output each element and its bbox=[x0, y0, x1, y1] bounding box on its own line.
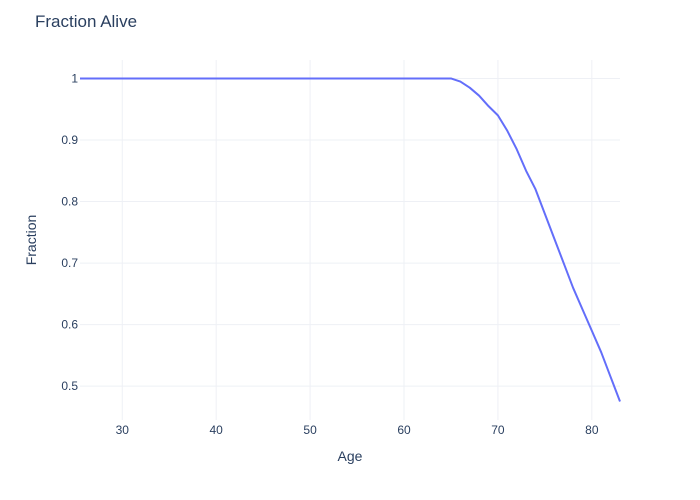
x-tick-labels: 30 40 50 60 70 80 bbox=[116, 423, 599, 437]
series-line bbox=[80, 77, 621, 402]
y-tick-label: 0.5 bbox=[61, 379, 78, 393]
gridlines bbox=[80, 60, 620, 420]
x-tick-label: 50 bbox=[303, 423, 317, 437]
y-tick-labels: 0.5 0.6 0.7 0.8 0.9 1 bbox=[61, 71, 78, 393]
y-tick-label: 0.6 bbox=[61, 318, 78, 332]
x-tick-label: 80 bbox=[585, 423, 599, 437]
x-tick-label: 70 bbox=[491, 423, 505, 437]
y-tick-label: 0.8 bbox=[61, 195, 78, 209]
chart-title: Fraction Alive bbox=[35, 12, 138, 31]
x-tick-label: 40 bbox=[209, 423, 223, 437]
x-tick-label: 60 bbox=[397, 423, 411, 437]
y-tick-label: 0.9 bbox=[61, 133, 78, 147]
x-axis-title: Age bbox=[338, 448, 363, 464]
y-axis-title: Fraction bbox=[23, 215, 39, 266]
y-tick-label: 1 bbox=[71, 71, 78, 85]
x-tick-label: 30 bbox=[116, 423, 130, 437]
series-lines bbox=[80, 77, 621, 402]
y-tick-label: 0.7 bbox=[61, 256, 78, 270]
